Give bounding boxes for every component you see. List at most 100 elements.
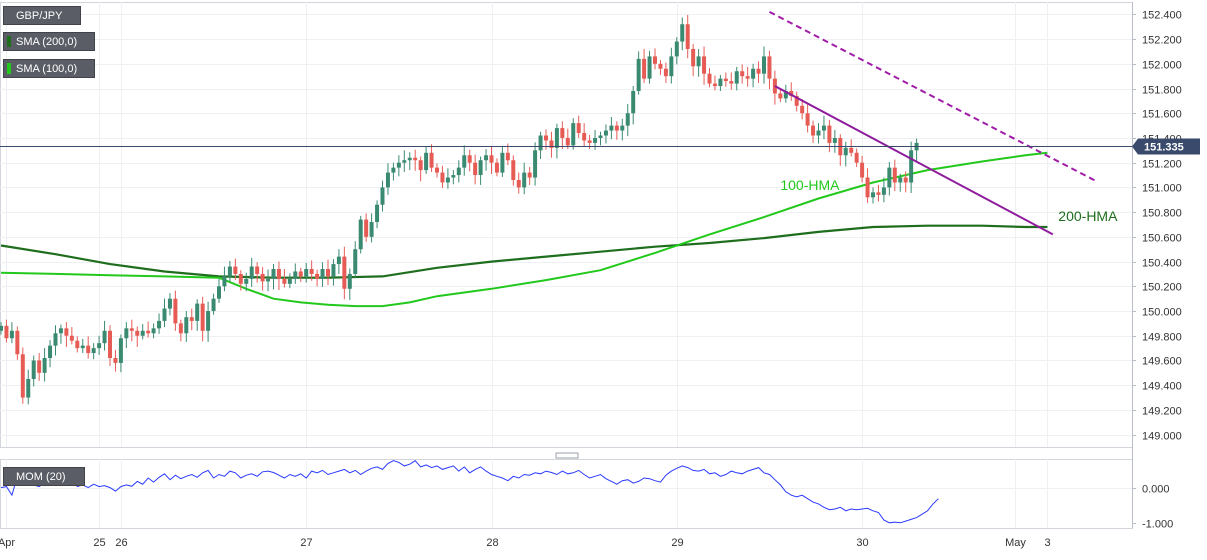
candle-body	[336, 256, 341, 265]
sma100-tag[interactable]: SMA (100,0)	[3, 59, 95, 78]
time-tick-label: May	[1005, 537, 1026, 549]
upper-trendline-dashed	[768, 11, 1097, 183]
symbol-tag-label: GBP/JPY	[16, 10, 63, 22]
candle-body	[805, 113, 810, 126]
candle	[287, 273, 292, 289]
lower-trendline	[774, 85, 1054, 236]
candle	[124, 322, 129, 349]
candle-body	[178, 323, 183, 334]
candle	[396, 155, 401, 177]
candle	[892, 159, 897, 192]
candle-body	[97, 343, 102, 349]
candle	[80, 338, 85, 354]
candle-body	[173, 298, 178, 324]
candle	[909, 141, 914, 193]
candle-body	[669, 56, 674, 77]
candle-body	[4, 325, 9, 339]
price-tick-label: 151.800	[1142, 85, 1182, 97]
candle-body	[663, 68, 668, 77]
candle-body	[31, 360, 36, 380]
candle-body	[249, 266, 254, 279]
candle-body	[304, 269, 309, 277]
candle	[800, 99, 805, 120]
sma200-line	[0, 224, 1048, 279]
sma100-swatch	[7, 63, 11, 74]
candle-body	[108, 330, 112, 358]
candle	[238, 270, 243, 291]
price-tick-label: 150.800	[1142, 208, 1182, 220]
candle	[217, 278, 221, 303]
candle-body	[146, 330, 151, 334]
candle	[118, 334, 123, 373]
candle	[9, 322, 14, 344]
price-tick-label: 149.800	[1142, 332, 1182, 344]
candle-body	[516, 180, 521, 188]
time-tick-label: Apr	[0, 537, 15, 549]
candle	[315, 269, 320, 287]
candle	[794, 91, 799, 112]
candle	[113, 349, 118, 372]
candle-body	[380, 187, 385, 205]
candle	[58, 324, 63, 344]
candle-body	[276, 269, 281, 279]
sma100-line	[0, 151, 1048, 308]
candle	[767, 50, 772, 90]
candle-body	[783, 91, 788, 99]
candle	[887, 162, 892, 196]
candle-body	[157, 320, 162, 329]
candle	[418, 156, 423, 182]
candle	[413, 149, 418, 171]
candle	[440, 165, 445, 189]
price-tick-label: 149.400	[1142, 381, 1182, 393]
time-tick-label: 28	[486, 537, 498, 549]
candle-body	[467, 155, 472, 163]
candle-body	[407, 157, 412, 161]
candle	[854, 148, 859, 168]
candle	[533, 142, 538, 186]
candle-body	[342, 256, 347, 289]
candle	[129, 319, 134, 342]
candle	[707, 68, 712, 88]
price-tick-label: 149.000	[1142, 431, 1182, 443]
candle	[429, 144, 434, 172]
candle-body	[554, 128, 559, 148]
candle-body	[680, 24, 685, 42]
price-tick-label: 151.200	[1142, 159, 1182, 171]
candle	[816, 123, 821, 144]
candle-body	[189, 317, 194, 321]
mom-tag-label: MOM (20)	[16, 471, 66, 483]
candle	[178, 319, 183, 342]
sma100-tag-label: SMA (100,0)	[16, 63, 78, 75]
candle	[718, 74, 723, 91]
candle-body	[331, 264, 336, 277]
candle-body	[505, 152, 510, 161]
candle-body	[685, 24, 690, 49]
candle-body	[702, 56, 707, 74]
candle-body	[48, 345, 53, 358]
candle-body	[151, 328, 156, 334]
symbol-tag[interactable]: GBP/JPY	[3, 6, 81, 25]
candle	[271, 264, 276, 290]
sma200-tag[interactable]: SMA (200,0)	[3, 32, 95, 51]
candle-body	[843, 147, 848, 156]
candle-body	[593, 137, 598, 143]
candle-body	[887, 167, 892, 188]
candle	[402, 150, 407, 172]
price-tick-label: 152.400	[1142, 10, 1182, 22]
candle	[184, 311, 189, 342]
candle	[140, 324, 145, 340]
candle-body	[854, 152, 859, 163]
candle	[898, 173, 903, 192]
candle	[260, 267, 265, 291]
candle-body	[260, 273, 265, 282]
candle	[391, 162, 396, 181]
candle-body	[860, 162, 865, 178]
candle	[914, 138, 919, 162]
mom-tag[interactable]: MOM (20)	[3, 467, 85, 486]
mom-tick-label: -1.000	[1142, 519, 1173, 531]
candle	[576, 115, 581, 138]
candle-body	[582, 133, 587, 141]
candle	[549, 131, 554, 158]
candle-body	[184, 317, 189, 334]
candle	[445, 168, 450, 189]
